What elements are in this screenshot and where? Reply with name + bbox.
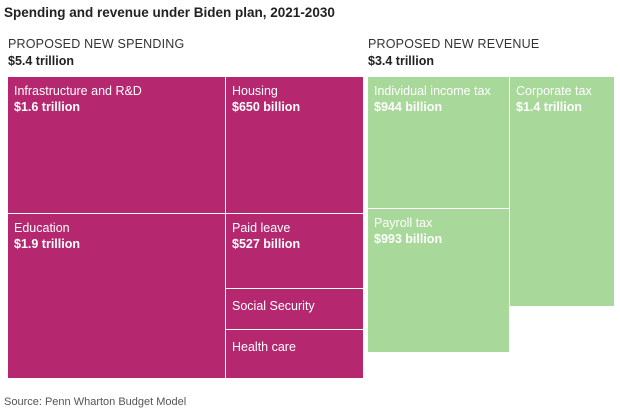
cell-label: Housing (232, 84, 278, 98)
treemap-cell-social-security: Social Security (225, 288, 364, 330)
cell-label: Education (14, 221, 70, 235)
spending-panel-label: PROPOSED NEW SPENDING (8, 37, 185, 51)
revenue-panel-label: PROPOSED NEW REVENUE (368, 37, 540, 51)
treemap-cell-payroll-tax: Payroll tax $993 billion (367, 208, 510, 353)
cell-amount: $650 billion (232, 100, 301, 114)
treemap-cell-housing: Housing $650 billion (225, 76, 364, 214)
treemap-cell-education: Education $1.9 trillion (7, 213, 226, 379)
treemap-cell-health-care: Health care (225, 329, 364, 379)
cell-label: Corporate tax (516, 84, 592, 98)
cell-label: Social Security (232, 299, 315, 313)
treemap-cell-corporate-tax: Corporate tax $1.4 trillion (509, 76, 615, 307)
cell-label: Health care (232, 340, 296, 354)
cell-label: Infrastructure and R&D (14, 84, 142, 98)
treemap-cell-paid-leave: Paid leave $527 billion (225, 213, 364, 289)
cell-amount: $1.4 trillion (516, 100, 582, 114)
treemap-cell-individual-income-tax: Individual income tax $944 billion (367, 76, 510, 209)
source-note: Source: Penn Wharton Budget Model (4, 396, 187, 408)
cell-amount: $527 billion (232, 237, 301, 251)
cell-label: Paid leave (232, 221, 291, 235)
cell-amount: $993 billion (374, 232, 443, 246)
cell-label: Individual income tax (374, 84, 491, 98)
cell-amount: $1.9 trillion (14, 237, 80, 251)
revenue-total: $3.4 trillion (368, 54, 434, 68)
cell-label: Payroll tax (374, 216, 433, 230)
cell-amount: $944 billion (374, 100, 443, 114)
treemap-cell-infrastructure: Infrastructure and R&D $1.6 trillion (7, 76, 226, 214)
spending-total: $5.4 trillion (8, 54, 74, 68)
chart-title: Spending and revenue under Biden plan, 2… (4, 5, 335, 20)
cell-amount: $1.6 trillion (14, 100, 80, 114)
